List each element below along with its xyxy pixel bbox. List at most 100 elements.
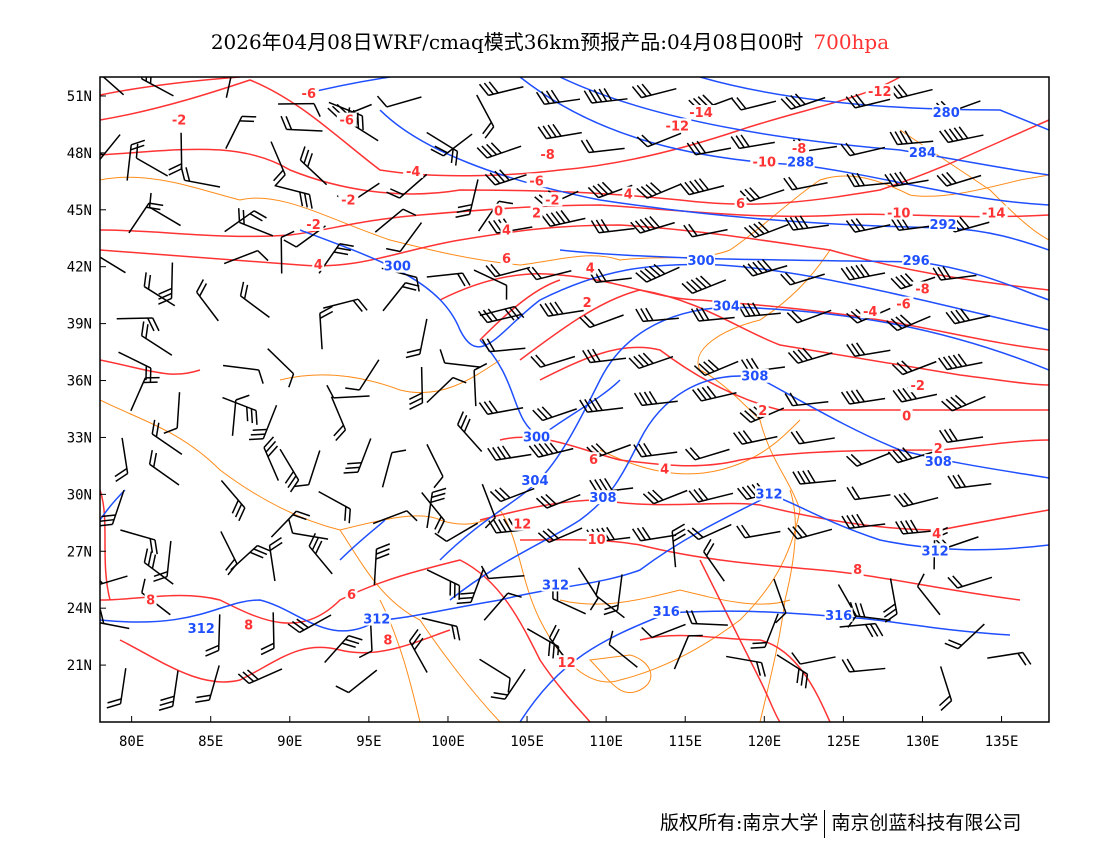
wind-barb (326, 384, 370, 399)
wind-barb (635, 263, 680, 283)
wind-barb (248, 405, 278, 441)
lon-tick-label: 125E (827, 734, 861, 750)
wind-barb (671, 523, 686, 568)
temperature-contour-label: -2 (306, 218, 320, 233)
wind-barb (376, 95, 422, 108)
wind-barb (426, 376, 467, 404)
wind-barb (947, 474, 992, 489)
wind-barb (535, 493, 581, 509)
wind-barb (579, 314, 624, 329)
wind-barb (537, 527, 583, 544)
wind-barb (773, 578, 787, 624)
wind-barb (476, 142, 522, 159)
wind-barb (319, 305, 334, 350)
wind-barb (783, 176, 828, 191)
height-contour-label: 308 (741, 370, 768, 385)
temperature-contour-label: -2 (172, 114, 186, 129)
wind-barb (846, 452, 891, 467)
temperature-contour-label: 12 (558, 656, 576, 671)
wind-barb (205, 614, 221, 657)
wind-barb (787, 347, 833, 364)
wind-barb (590, 218, 635, 234)
lon-tick-label: 100E (431, 734, 465, 750)
lon-tick-label: 120E (747, 734, 781, 750)
wind-barb (484, 169, 530, 186)
wind-barb (883, 578, 898, 623)
wind-barb (430, 133, 473, 157)
wind-barb (239, 281, 270, 318)
height-contour-label: 308 (925, 455, 952, 470)
wind-barb (140, 321, 173, 356)
height-contour-label: 312 (542, 578, 569, 593)
height-contour-label: 304 (521, 474, 548, 489)
wind-barb (586, 443, 631, 458)
wind-barb (231, 394, 250, 436)
wind-barb (318, 243, 354, 274)
wind-barb (845, 218, 891, 233)
temperature-contour-label: -8 (792, 142, 806, 157)
wind-barb (260, 612, 275, 656)
lon-tick-label: 130E (906, 734, 940, 750)
footer-divider (824, 810, 826, 838)
wind-barb (537, 123, 582, 140)
wind-barb (381, 449, 407, 488)
wind-barb (473, 362, 488, 407)
wind-barb (476, 94, 495, 139)
height-contour-label: 288 (787, 155, 814, 170)
wind-barb (487, 445, 532, 461)
wind-barb (839, 622, 884, 638)
wind-barb (270, 510, 311, 538)
lat-tick-label: 24N (67, 601, 92, 617)
wind-barb (736, 524, 781, 539)
wind-barb (673, 634, 703, 670)
lon-tick-label: 80E (119, 734, 144, 750)
wind-barb (158, 262, 174, 305)
wind-barb (439, 349, 481, 368)
wind-barb (120, 529, 158, 555)
wind-barb (308, 532, 333, 575)
wind-barb (148, 450, 180, 486)
temperature-contour-label: -6 (302, 87, 316, 102)
wind-barb (480, 565, 525, 580)
wind-barb (220, 480, 246, 522)
wind-barb (267, 348, 295, 388)
wind-barb (845, 93, 891, 109)
wind-barb (703, 538, 725, 582)
lon-tick-label: 105E (510, 734, 544, 750)
wind-barb (263, 436, 280, 481)
wind-barb (180, 166, 221, 188)
lat-tick-label: 27N (67, 544, 92, 560)
wind-barb (434, 522, 479, 543)
wind-barb (225, 77, 235, 98)
wind-barb (195, 279, 219, 322)
temperature-contour-label: -2 (910, 379, 924, 394)
wind-barb (421, 617, 461, 641)
wind-barb (477, 308, 523, 324)
wind-barb (633, 442, 678, 458)
height-contour-label: 284 (909, 146, 936, 161)
wind-barb (944, 623, 985, 650)
wind-barb (688, 487, 734, 503)
temperature-contour-label: -8 (915, 282, 929, 297)
temperature-contour-label: 12 (513, 518, 531, 533)
wind-barb (130, 376, 160, 412)
wind-barb (478, 400, 524, 416)
wind-barb (100, 77, 125, 96)
temperature-contour-label: -12 (666, 119, 690, 134)
wind-barb (318, 490, 351, 524)
lat-tick-label: 30N (67, 487, 92, 503)
lat-tick-label: 21N (67, 658, 92, 674)
temperature-contour-label: 0 (494, 205, 503, 220)
map-frame (99, 76, 1050, 723)
wind-barb (535, 89, 581, 105)
wind-barb (636, 132, 682, 148)
copyright-left: 版权所有:南京大学 (660, 812, 819, 834)
wind-barb (426, 569, 461, 600)
wind-barb (100, 253, 126, 274)
wind-barb (732, 430, 778, 445)
height-contour-label: 312 (755, 487, 782, 502)
wind-barb (693, 359, 739, 377)
lat-tick-label: 36N (67, 374, 92, 390)
wind-barb (893, 492, 939, 508)
